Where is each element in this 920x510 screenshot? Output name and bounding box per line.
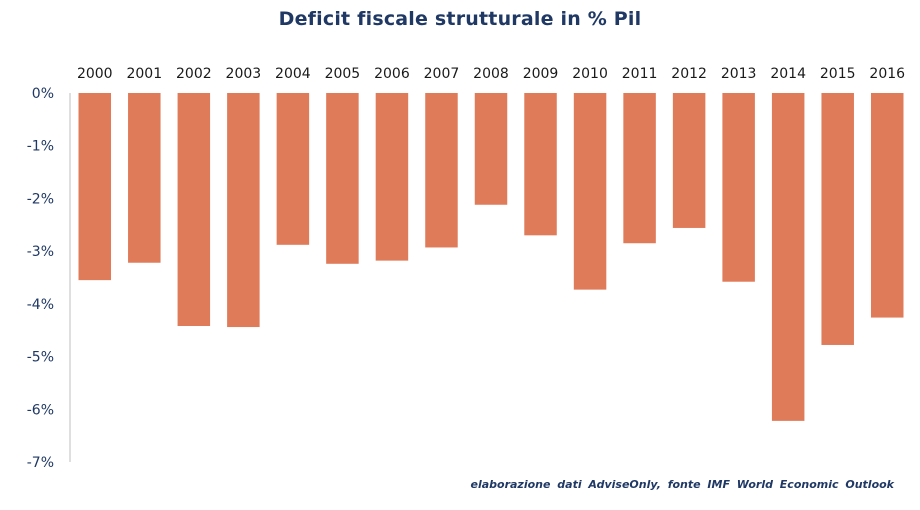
x-tick-label: 2009: [523, 66, 559, 82]
x-tick-label: 2002: [176, 66, 212, 82]
bar-2003: [227, 93, 260, 328]
bar-2015: [821, 93, 854, 345]
y-tick-label: -7%: [27, 455, 54, 471]
bar-2014: [771, 93, 805, 421]
bar-2010: [573, 93, 607, 290]
y-tick-label: -5%: [27, 350, 54, 366]
x-tick-label: 2010: [572, 66, 608, 82]
y-tick-label: -4%: [27, 297, 54, 313]
x-tick-label: 2008: [473, 66, 509, 82]
x-tick-label: 2007: [424, 66, 460, 82]
bar-2005: [326, 93, 359, 264]
bar-2008: [474, 93, 508, 205]
bar-2013: [722, 93, 755, 282]
x-tick-label: 2014: [770, 66, 806, 82]
chart-title: Deficit fiscale strutturale in % Pil: [278, 8, 642, 30]
bar-2004: [276, 93, 310, 245]
bar-2007: [425, 93, 458, 248]
bar-2016: [870, 93, 904, 318]
bar-2011: [623, 93, 656, 244]
y-tick-label: -1%: [27, 139, 54, 155]
x-tick-label: 2015: [820, 66, 856, 82]
x-tick-label: 2013: [721, 66, 757, 82]
bar-2009: [524, 93, 557, 236]
x-tick-label: 2006: [374, 66, 410, 82]
x-tick-label: 2000: [77, 66, 113, 82]
source-note: elaborazione dati AdviseOnly, fonte IMF …: [470, 478, 894, 491]
y-tick-label: -3%: [27, 244, 54, 260]
x-tick-label: 2005: [325, 66, 361, 82]
x-tick-label: 2003: [226, 66, 262, 82]
bar-2001: [128, 93, 161, 263]
x-tick-label: 2011: [622, 66, 658, 82]
y-tick-label: -2%: [27, 191, 54, 207]
y-tick-label: 0%: [32, 86, 54, 102]
x-tick-label: 2004: [275, 66, 311, 82]
bar-2000: [78, 93, 112, 281]
x-tick-label: 2016: [869, 66, 905, 82]
x-tick-label: 2012: [671, 66, 707, 82]
bar-2002: [177, 93, 211, 326]
y-tick-label: -6%: [27, 402, 54, 418]
bar-2006: [375, 93, 409, 261]
bar-2012: [672, 93, 706, 228]
x-tick-label: 2001: [126, 66, 162, 82]
